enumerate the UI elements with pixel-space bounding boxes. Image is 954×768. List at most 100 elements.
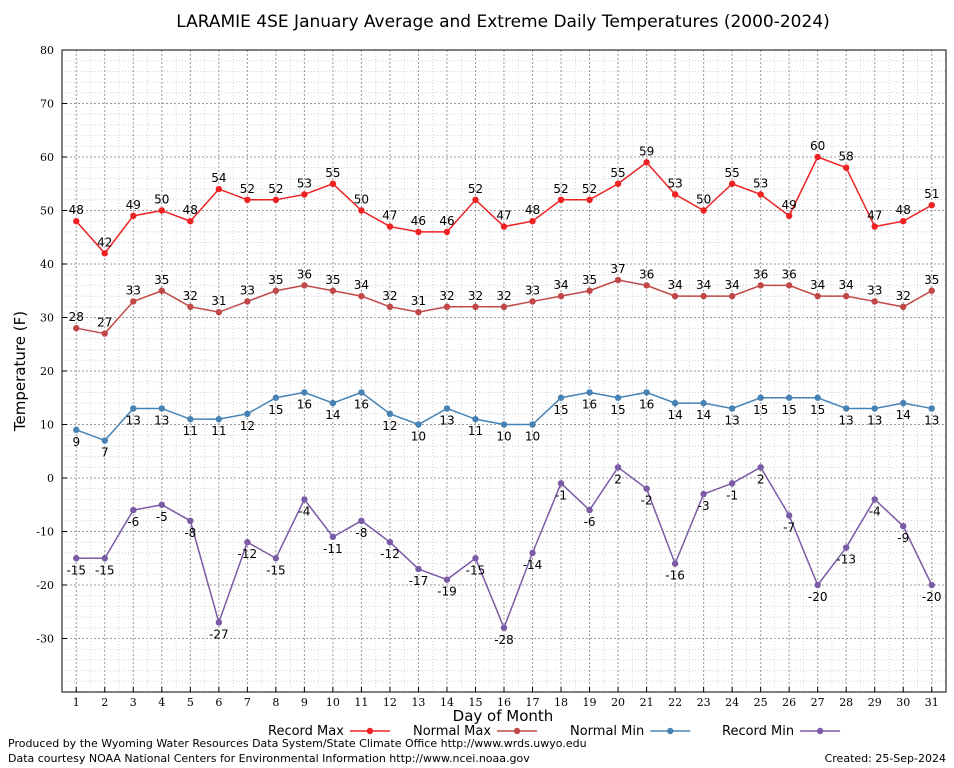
data-label-normal-max: 34 — [810, 278, 825, 292]
data-point-record-min — [928, 581, 935, 589]
data-label-normal-min: 13 — [867, 413, 882, 427]
y-tick-label: 20 — [40, 365, 54, 378]
data-label-record-max: 48 — [69, 203, 84, 217]
legend-item-record-min: Record Min — [722, 724, 841, 739]
data-label-normal-min: 13 — [439, 413, 454, 427]
y-tick-label: 10 — [40, 419, 54, 432]
x-tick-label: 27 — [811, 696, 825, 709]
y-tick-label: -20 — [36, 579, 54, 592]
data-point-normal-min — [842, 405, 850, 412]
data-point-normal-min — [500, 421, 508, 428]
data-point-record-min — [130, 506, 137, 514]
data-label-normal-max: 27 — [97, 316, 112, 330]
x-tick-label: 14 — [440, 696, 454, 709]
x-axis-label: Day of Month — [453, 707, 554, 725]
data-point-record-max — [472, 196, 479, 203]
data-point-record-max — [557, 196, 565, 203]
data-label-normal-min: 10 — [411, 430, 426, 444]
data-point-record-max — [529, 218, 536, 225]
data-label-normal-max: 31 — [211, 294, 226, 308]
data-point-record-min — [101, 555, 108, 562]
data-label-record-max: 49 — [782, 198, 797, 212]
data-point-normal-min — [215, 415, 223, 423]
data-point-record-max — [187, 218, 194, 225]
data-point-normal-min — [443, 405, 451, 412]
y-tick-label: 30 — [40, 312, 54, 325]
x-tick-label: 1 — [73, 696, 80, 709]
data-label-record-min: -6 — [584, 515, 596, 529]
y-tick-label: 70 — [40, 98, 54, 111]
data-label-normal-min: 13 — [839, 413, 854, 427]
legend-item-normal-min: Normal Min — [570, 724, 691, 739]
data-label-record-min: -15 — [66, 563, 86, 577]
legend-swatch-marker — [816, 727, 824, 735]
data-label-record-max: 60 — [810, 139, 825, 153]
data-label-record-max: 49 — [126, 198, 141, 212]
data-label-normal-max: 35 — [325, 273, 340, 287]
data-label-record-min: -9 — [897, 531, 909, 545]
data-label-normal-min: 15 — [553, 403, 568, 417]
data-label-normal-max: 32 — [496, 289, 511, 303]
data-label-normal-max: 32 — [896, 289, 911, 303]
data-point-record-min — [557, 480, 565, 487]
x-tick-label: 17 — [526, 696, 540, 709]
data-label-record-min: -6 — [127, 515, 139, 529]
data-point-normal-min — [329, 399, 337, 407]
data-point-record-max — [386, 223, 394, 230]
legend-label: Record Min — [722, 724, 794, 739]
data-label-normal-min: 13 — [924, 413, 939, 427]
data-label-normal-min: 7 — [101, 446, 109, 460]
data-label-record-min: -3 — [698, 499, 710, 513]
data-point-record-min — [329, 533, 337, 541]
data-point-normal-min — [301, 389, 308, 396]
legend-item-record-max: Record Max — [268, 724, 390, 739]
x-tick-label: 3 — [130, 696, 137, 709]
x-tick-label: 2 — [101, 696, 108, 709]
data-label-record-max: 47 — [867, 209, 882, 223]
x-tick-label: 12 — [383, 696, 397, 709]
data-point-record-min — [529, 549, 536, 557]
data-point-record-max — [871, 223, 878, 230]
data-point-record-max — [586, 196, 593, 203]
data-point-record-max — [614, 180, 622, 187]
data-label-normal-max: 34 — [667, 278, 682, 292]
x-tick-label: 5 — [187, 696, 194, 709]
footer-created: Created: 25-Sep-2024 — [824, 752, 946, 765]
data-label-record-min: -14 — [523, 558, 543, 572]
data-point-record-min — [586, 506, 593, 514]
legend-item-normal-max: Normal Max — [413, 724, 538, 739]
data-point-record-min — [500, 624, 508, 631]
data-point-normal-max — [900, 303, 907, 310]
x-tick-label: 29 — [868, 696, 882, 709]
data-point-record-min — [244, 539, 251, 546]
data-point-record-min — [158, 501, 166, 508]
data-point-normal-min — [158, 405, 166, 412]
data-point-record-max — [358, 207, 365, 214]
data-label-normal-max: 35 — [924, 273, 939, 287]
data-point-record-max — [643, 159, 650, 166]
data-label-normal-min: 14 — [696, 408, 711, 422]
data-point-normal-max — [215, 308, 223, 316]
data-point-record-max — [130, 212, 137, 220]
data-point-record-max — [928, 201, 935, 209]
data-point-record-max — [728, 180, 736, 187]
data-label-record-max: 55 — [325, 166, 340, 180]
data-point-normal-max — [671, 292, 679, 300]
data-point-normal-max — [358, 292, 365, 300]
data-point-record-min — [415, 565, 422, 573]
data-label-record-max: 48 — [896, 203, 911, 217]
data-point-normal-max — [244, 298, 251, 305]
legend-label: Record Max — [268, 724, 344, 739]
data-label-record-max: 52 — [582, 182, 597, 196]
y-tick-label: 0 — [47, 472, 54, 485]
data-point-record-min — [272, 555, 280, 562]
x-tick-label: 31 — [925, 696, 939, 709]
data-point-normal-min — [358, 389, 365, 396]
data-label-record-min: -17 — [409, 574, 429, 588]
data-label-normal-min: 10 — [525, 430, 540, 444]
data-point-record-max — [814, 153, 821, 161]
x-tick-label: 23 — [697, 696, 711, 709]
data-point-record-max — [158, 207, 166, 214]
data-label-normal-max: 32 — [468, 289, 483, 303]
data-point-normal-max — [73, 325, 80, 332]
